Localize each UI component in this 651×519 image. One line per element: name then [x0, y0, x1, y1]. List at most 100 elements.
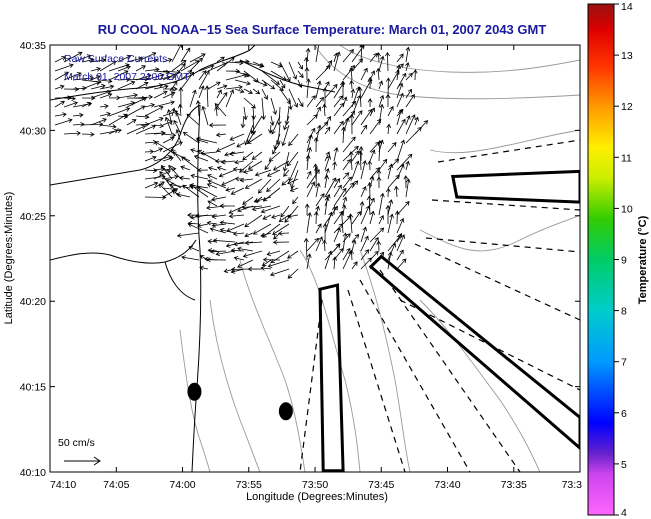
legend-box: Raw Surface Currents March 01, 2007 2100… — [64, 53, 190, 83]
current-vector — [268, 151, 281, 162]
current-vector — [108, 107, 131, 117]
current-vector — [215, 250, 236, 257]
current-vector — [244, 214, 263, 228]
current-vector — [126, 125, 146, 135]
current-vector — [377, 139, 383, 162]
current-vector — [351, 150, 360, 162]
coastline — [50, 45, 336, 472]
current-vector — [287, 250, 299, 259]
y-tick-label: 40:10 — [20, 467, 46, 479]
current-vector — [360, 108, 373, 126]
current-vector — [261, 88, 268, 100]
current-vector — [233, 241, 254, 247]
current-vector — [262, 257, 281, 263]
current-vector — [63, 72, 82, 81]
current-vector — [199, 265, 209, 271]
x-tick-label: 73:55 — [236, 479, 262, 491]
current-vector — [244, 178, 263, 189]
current-vector — [387, 235, 401, 252]
scale-label: 50 cm/s — [58, 437, 95, 449]
colorbar — [587, 3, 615, 516]
current-vector — [378, 215, 384, 225]
current-vector — [342, 247, 351, 261]
current-vector — [81, 95, 96, 101]
current-vectors — [54, 45, 429, 279]
current-vector — [226, 223, 245, 233]
current-vector — [290, 169, 299, 189]
current-vector — [144, 149, 155, 155]
current-vector — [286, 151, 299, 167]
current-vector — [351, 110, 363, 126]
current-vector — [180, 156, 200, 171]
current-vector — [252, 88, 261, 95]
current-vector — [405, 114, 416, 135]
current-vector — [349, 79, 355, 90]
x-tick-label: 73:40 — [434, 479, 460, 491]
current-vector — [108, 63, 130, 72]
current-vector — [243, 169, 254, 174]
x-axis-label: Longitude (Degrees:Minutes) — [246, 491, 388, 503]
current-vector — [297, 97, 304, 108]
current-vector — [414, 116, 419, 126]
current-vector — [342, 176, 352, 189]
current-vector — [171, 45, 183, 63]
current-vector — [378, 80, 384, 90]
current-vector — [207, 81, 221, 90]
current-vector — [405, 62, 410, 72]
current-vector — [243, 97, 256, 109]
current-vector — [135, 124, 157, 135]
legend-line-2: March 01, 2007 2100 GMT — [64, 71, 190, 83]
current-vector — [266, 250, 281, 257]
current-vector — [315, 124, 322, 144]
current-vector — [405, 160, 410, 171]
current-vector — [358, 150, 363, 171]
current-vector — [252, 61, 265, 68]
current-vector — [279, 61, 291, 82]
current-vector — [154, 141, 173, 153]
current-vector — [207, 200, 218, 207]
x-tick-label: 73:50 — [302, 479, 328, 491]
current-vector — [153, 90, 168, 99]
current-vector — [305, 154, 311, 171]
current-vector — [224, 151, 236, 157]
current-vector — [269, 115, 275, 126]
current-vector — [367, 160, 373, 171]
current-vector — [108, 70, 129, 81]
current-vector — [153, 154, 173, 162]
current-vector — [54, 112, 67, 118]
current-vector — [232, 231, 245, 237]
current-vector — [163, 86, 178, 92]
current-vector — [198, 64, 215, 72]
current-vector — [190, 148, 200, 153]
survey-boxes — [318, 169, 580, 472]
current-vector — [273, 133, 281, 150]
current-vector — [387, 163, 394, 180]
current-vector — [342, 250, 353, 270]
current-vector — [216, 84, 228, 90]
current-vector — [376, 52, 382, 63]
current-vector — [144, 83, 164, 90]
current-vector — [251, 115, 263, 134]
colorbar-tick-label: 7 — [621, 357, 627, 369]
current-vector — [306, 253, 312, 270]
current-vector — [228, 213, 245, 219]
current-vector — [237, 259, 254, 268]
current-vector — [304, 203, 310, 216]
current-vector — [229, 133, 245, 141]
x-tick-label: 74:10 — [50, 479, 76, 491]
current-vector — [360, 249, 370, 261]
current-vector — [144, 117, 164, 126]
current-vector — [405, 115, 411, 126]
current-vector — [396, 233, 403, 243]
current-vector — [254, 169, 272, 177]
current-vector — [144, 73, 165, 81]
current-vector — [206, 183, 218, 189]
current-vector — [306, 170, 312, 180]
current-vector — [117, 93, 138, 99]
current-vector — [195, 100, 201, 117]
current-vector — [269, 268, 290, 277]
current-vector — [135, 65, 146, 72]
current-vector — [206, 257, 227, 263]
current-vector — [324, 126, 331, 135]
current-vector — [351, 261, 358, 270]
